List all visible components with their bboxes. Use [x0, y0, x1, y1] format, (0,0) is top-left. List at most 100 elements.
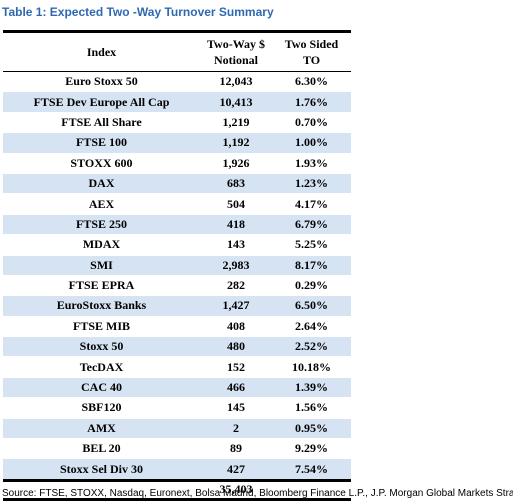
table-cell: FTSE MIB — [3, 316, 200, 338]
table-cell: 0.70% — [272, 112, 351, 134]
table-cell: 145 — [200, 397, 272, 419]
table-cell: 6.79% — [272, 214, 351, 236]
table-cell: 5.25% — [272, 234, 351, 256]
table-row: FTSE 250 418 6.79% — [3, 214, 351, 236]
table-cell: 466 — [200, 377, 272, 399]
table-cell: SMI — [3, 255, 200, 276]
table-row: AMX 2 0.95% — [3, 418, 351, 440]
table-cell: 143 — [200, 234, 272, 256]
total-cell — [272, 478, 351, 501]
table-title: Table 1: Expected Two -Way Turnover Summ… — [2, 5, 274, 19]
table-cell: 10,413 — [200, 91, 272, 113]
table-cell: 1.76% — [272, 91, 351, 113]
table-cell: FTSE Dev Europe All Cap — [3, 91, 200, 113]
table-cell: 2 — [200, 418, 272, 440]
table-cell: FTSE EPRA — [3, 275, 200, 297]
table-cell: 408 — [200, 316, 272, 338]
table-cell: Stoxx 50 — [3, 336, 200, 358]
table-row: SMI 2,983 8.17% — [3, 255, 351, 276]
table-cell: 7.54% — [272, 458, 351, 481]
table-row: MDAX 143 5.25% — [3, 234, 351, 256]
table-cell: 683 — [200, 173, 272, 195]
header-line: Two Sided — [284, 37, 339, 51]
table-cell: 2,983 — [200, 255, 272, 276]
table-cell: 2.64% — [272, 316, 351, 338]
header-row: Index Two-Way $ Notional Two Sided TO — [3, 30, 351, 72]
table-cell: DAX — [3, 173, 200, 195]
table-row: SBF120 145 1.56% — [3, 397, 351, 419]
table-cell: 1.23% — [272, 173, 351, 195]
table-cell: FTSE 250 — [3, 214, 200, 236]
header-line: Notional — [213, 53, 258, 67]
table-cell: 0.95% — [272, 418, 351, 440]
table-row: CAC 40 466 1.39% — [3, 377, 351, 399]
header-cell: Two Sided TO — [272, 30, 351, 72]
table-row: TecDAX 152 10.18% — [3, 356, 351, 378]
table-cell: FTSE All Share — [3, 112, 200, 134]
table-cell: AMX — [3, 418, 200, 440]
table-cell: 6.30% — [272, 71, 351, 93]
table-cell: EuroStoxx Banks — [3, 295, 200, 317]
table-cell: 12,043 — [200, 71, 272, 93]
table-row: BEL 20 89 9.29% — [3, 438, 351, 460]
table-cell: 1.00% — [272, 132, 351, 154]
header-line: TO — [302, 53, 321, 67]
table-cell: CAC 40 — [3, 377, 200, 399]
header-cell: Two-Way $ Notional — [200, 30, 272, 72]
total-cell — [3, 478, 200, 501]
table-row: Stoxx 50 480 2.52% — [3, 336, 351, 358]
table-cell: BEL 20 — [3, 438, 200, 460]
total-row: 35,403 — [3, 478, 351, 501]
table-cell: 6.50% — [272, 295, 351, 317]
table-cell: 1,219 — [200, 112, 272, 134]
table-cell: AEX — [3, 193, 200, 215]
table-row: FTSE MIB 408 2.64% — [3, 316, 351, 338]
header-line: Index — [86, 45, 117, 59]
header-line: Two-Way $ — [206, 37, 266, 51]
table-cell: 2.52% — [272, 336, 351, 358]
table-cell: TecDAX — [3, 356, 200, 378]
table-row: Stoxx Sel Div 30 427 7.54% — [3, 458, 351, 481]
source-note: Source: FTSE, STOXX, Nasdaq, Euronext, B… — [2, 488, 513, 499]
table-cell: 10.18% — [272, 356, 351, 378]
total-notional: 35,403 — [200, 478, 272, 501]
table-row: AEX 504 4.17% — [3, 193, 351, 215]
table-header: Index Two-Way $ Notional Two Sided TO — [3, 30, 351, 72]
table-cell: 1.39% — [272, 377, 351, 399]
table-row: Euro Stoxx 50 12,043 6.30% — [3, 71, 351, 93]
table-cell: 1.93% — [272, 153, 351, 174]
turnover-table: Index Two-Way $ Notional Two Sided TO Euro S… — [3, 30, 351, 501]
table-row: FTSE EPRA 282 0.29% — [3, 275, 351, 297]
table-row: EuroStoxx Banks 1,427 6.50% — [3, 295, 351, 317]
table-cell: 1.56% — [272, 397, 351, 419]
table-cell: FTSE 100 — [3, 132, 200, 154]
table-cell: 1,926 — [200, 153, 272, 174]
table-row: FTSE Dev Europe All Cap 10,413 1.76% — [3, 91, 351, 113]
table-cell: 4.17% — [272, 193, 351, 215]
table-cell: 427 — [200, 458, 272, 481]
table-cell: STOXX 600 — [3, 153, 200, 174]
table-row: STOXX 600 1,926 1.93% — [3, 153, 351, 174]
table-footer: 35,403 — [3, 478, 351, 501]
table-row: DAX 683 1.23% — [3, 173, 351, 195]
table-row: FTSE 100 1,192 1.00% — [3, 132, 351, 154]
table-cell: 152 — [200, 356, 272, 378]
table-cell: Stoxx Sel Div 30 — [3, 458, 200, 481]
table-cell: 504 — [200, 193, 272, 215]
table-cell: 0.29% — [272, 275, 351, 297]
table-cell: Euro Stoxx 50 — [3, 71, 200, 93]
table-cell: MDAX — [3, 234, 200, 256]
table-cell: 9.29% — [272, 438, 351, 460]
table-row: FTSE All Share 1,219 0.70% — [3, 112, 351, 134]
table-cell: 8.17% — [272, 255, 351, 276]
table-body: Euro Stoxx 50 12,043 6.30% FTSE Dev Europe … — [3, 71, 351, 481]
table-cell: SBF120 — [3, 397, 200, 419]
table-cell: 480 — [200, 336, 272, 358]
table-cell: 1,192 — [200, 132, 272, 154]
table-cell: 282 — [200, 275, 272, 297]
table-cell: 89 — [200, 438, 272, 460]
table-cell: 418 — [200, 214, 272, 236]
header-cell: Index — [3, 30, 200, 72]
table-cell: 1,427 — [200, 295, 272, 317]
